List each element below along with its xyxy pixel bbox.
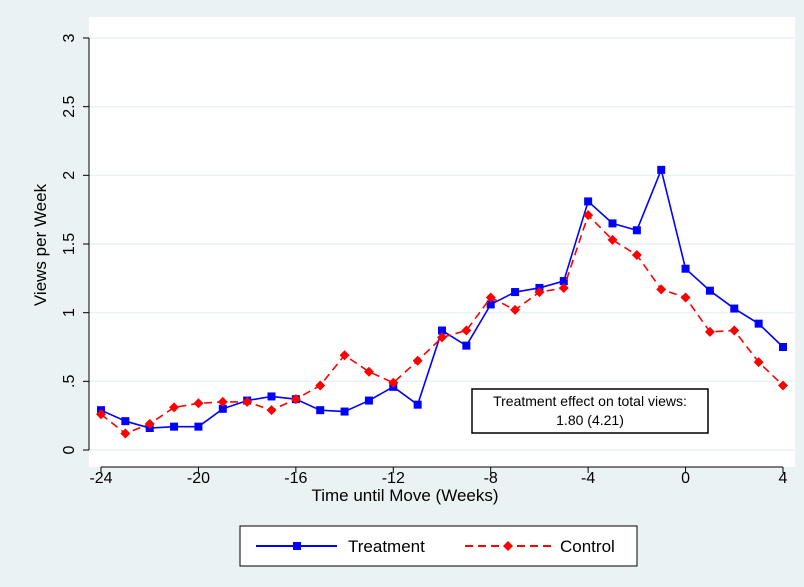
y-axis-title: Views per Week bbox=[31, 183, 50, 306]
control-point bbox=[315, 380, 326, 391]
control-point bbox=[339, 350, 350, 361]
legend-treatment-label: Treatment bbox=[348, 537, 425, 556]
treatment-point bbox=[462, 341, 471, 350]
treatment-point bbox=[657, 165, 666, 174]
treatment-point bbox=[608, 219, 617, 228]
legend-control-label: Control bbox=[560, 537, 615, 556]
annotation-line-1: Treatment effect on total views: bbox=[493, 393, 687, 409]
treatment-point bbox=[486, 300, 495, 309]
treatment-point bbox=[681, 264, 690, 273]
x-axis-title: Time until Move (Weeks) bbox=[311, 486, 498, 505]
control-point bbox=[169, 402, 180, 413]
treatment-point bbox=[364, 396, 373, 405]
control-point bbox=[388, 377, 399, 388]
control-point bbox=[656, 284, 667, 295]
treatment-point bbox=[194, 422, 203, 431]
control-point bbox=[729, 325, 740, 336]
control-line bbox=[100, 213, 784, 435]
annotation-line-2: 1.80 (4.21) bbox=[556, 412, 624, 428]
treatment-point bbox=[267, 392, 276, 401]
control-point bbox=[558, 282, 569, 293]
treatment-point bbox=[170, 422, 179, 431]
treatment-point bbox=[340, 407, 349, 416]
legend-control-marker bbox=[503, 541, 513, 551]
x-tick-label: -8 bbox=[484, 470, 498, 487]
treatment-point bbox=[632, 226, 641, 235]
control-point bbox=[631, 249, 642, 260]
control-point bbox=[461, 325, 472, 336]
y-tick-label: 2.5 bbox=[61, 95, 78, 117]
x-tick-label: -4 bbox=[581, 470, 595, 487]
treatment-point bbox=[559, 277, 568, 286]
axes: 0 .5 1 1.5 2 2.5 3 -24 -20 -16 -12 -8 -4 0 4 bbox=[61, 33, 788, 487]
control-point bbox=[266, 405, 277, 416]
x-tick-label: -24 bbox=[89, 470, 112, 487]
treatment-point bbox=[779, 343, 787, 351]
control-point bbox=[290, 394, 301, 405]
treatment-point bbox=[316, 406, 325, 415]
treatment-point bbox=[413, 400, 422, 409]
x-tick-label: -16 bbox=[284, 470, 307, 487]
control-point bbox=[96, 409, 106, 420]
control-point bbox=[778, 380, 788, 391]
y-tick-label: 1 bbox=[61, 308, 78, 317]
x-tick-label: 0 bbox=[681, 470, 690, 487]
treatment-point bbox=[438, 326, 446, 335]
treatment-point bbox=[705, 286, 714, 295]
control-point bbox=[485, 292, 496, 303]
gridlines bbox=[89, 37, 795, 451]
control-point bbox=[607, 234, 618, 245]
treatment-point bbox=[730, 304, 739, 313]
treatment-point bbox=[121, 417, 130, 426]
treatment-point bbox=[218, 404, 227, 413]
control-point bbox=[753, 357, 764, 368]
control-point bbox=[144, 418, 155, 429]
treatment-point bbox=[584, 197, 593, 206]
treatment-point bbox=[754, 319, 763, 328]
x-tick-label: 4 bbox=[779, 470, 788, 487]
control-point bbox=[583, 210, 594, 221]
y-tick-label: .5 bbox=[61, 375, 78, 388]
legend: Treatment Control bbox=[239, 525, 638, 567]
control-point bbox=[217, 396, 228, 407]
treatment-point bbox=[511, 288, 520, 297]
y-tick-label: 3 bbox=[61, 33, 78, 42]
control-point bbox=[242, 396, 253, 407]
control-point bbox=[363, 366, 374, 377]
control-point bbox=[412, 355, 423, 366]
x-tick-label: -20 bbox=[187, 470, 210, 487]
control-point bbox=[680, 292, 691, 303]
y-tick-label: 1.5 bbox=[61, 233, 78, 255]
control-point bbox=[437, 332, 447, 343]
data-series bbox=[96, 165, 788, 439]
control-point bbox=[534, 287, 545, 298]
control-point bbox=[510, 304, 521, 315]
annotation-box: Treatment effect on total views: 1.80 (4… bbox=[471, 388, 709, 434]
control-point bbox=[120, 428, 131, 439]
control-point bbox=[704, 326, 715, 337]
x-tick-label: -12 bbox=[382, 470, 405, 487]
control-point bbox=[193, 398, 204, 409]
y-tick-label: 2 bbox=[61, 171, 78, 180]
y-tick-label: 0 bbox=[61, 445, 78, 454]
legend-treatment-marker bbox=[293, 542, 301, 550]
